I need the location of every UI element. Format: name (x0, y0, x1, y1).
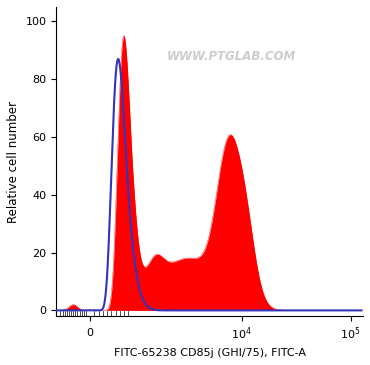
X-axis label: FITC-65238 CD85j (GHI/75), FITC-A: FITC-65238 CD85j (GHI/75), FITC-A (114, 348, 306, 358)
Y-axis label: Relative cell number: Relative cell number (7, 101, 20, 223)
Text: WWW.PTGLAB.COM: WWW.PTGLAB.COM (166, 50, 296, 63)
